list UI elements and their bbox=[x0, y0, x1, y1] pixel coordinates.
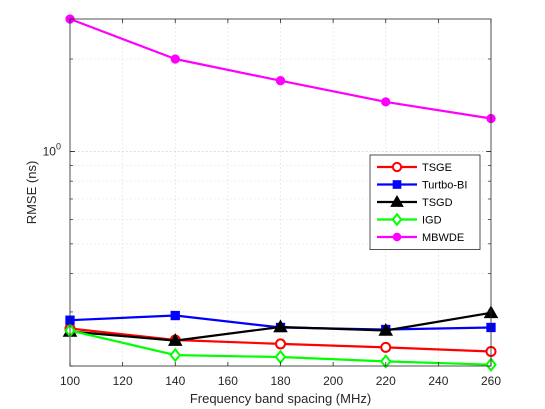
x-tick-label: 160 bbox=[218, 374, 238, 388]
x-tick-label: 240 bbox=[428, 374, 448, 388]
legend-marker bbox=[391, 161, 403, 173]
legend-marker bbox=[392, 180, 402, 189]
legend-marker bbox=[390, 194, 404, 207]
legend-item: TSGE bbox=[377, 161, 452, 174]
data-point bbox=[378, 322, 394, 336]
legend-item: IGD bbox=[377, 212, 442, 227]
x-tick-label: 260 bbox=[481, 374, 501, 388]
data-point bbox=[273, 319, 288, 333]
y-tick-label: 100 bbox=[43, 141, 61, 158]
y-tick-label-exponent: 0 bbox=[56, 141, 61, 151]
legend-label: MBWDE bbox=[422, 232, 464, 244]
legend-label: IGD bbox=[422, 215, 442, 227]
legend-label: TSGE bbox=[422, 162, 452, 174]
data-point bbox=[169, 347, 182, 363]
legend-marker bbox=[392, 232, 402, 242]
legend-item: MBWDE bbox=[377, 232, 464, 244]
data-point bbox=[170, 54, 180, 64]
data-point bbox=[380, 341, 392, 353]
legend-marker bbox=[391, 212, 403, 227]
x-tick-label: 200 bbox=[323, 374, 343, 388]
legend-item: TSGD bbox=[377, 194, 453, 209]
legend-label: TSGD bbox=[422, 197, 453, 209]
series-mbwde bbox=[65, 14, 496, 124]
x-tick-label: 100 bbox=[60, 374, 80, 388]
x-tick-labels: 100 120 140 160 180 200 220 240 260 bbox=[60, 374, 501, 388]
legend-item: Turtbo-BI bbox=[377, 180, 467, 192]
x-axis-label: Frequency band spacing (MHz) bbox=[190, 391, 371, 406]
legend: TSGE Turtbo-BI TSGD IGD MBWDE bbox=[369, 154, 481, 250]
y-tick-labels: 100 bbox=[43, 141, 61, 158]
data-point bbox=[170, 310, 180, 321]
x-tick-label: 220 bbox=[376, 374, 396, 388]
data-point bbox=[167, 333, 183, 346]
x-tick-label: 180 bbox=[270, 374, 290, 388]
axes bbox=[69, 18, 492, 367]
y-axis-label: RMSE (ns) bbox=[24, 161, 39, 225]
y-tick-label-base: 10 bbox=[43, 144, 57, 158]
data-point bbox=[275, 338, 286, 350]
x-tick-label: 120 bbox=[113, 374, 133, 388]
data-point bbox=[381, 97, 391, 107]
data-point bbox=[379, 354, 392, 369]
legend-label: Turtbo-BI bbox=[422, 180, 467, 192]
data-point bbox=[275, 76, 286, 86]
x-tick-label: 140 bbox=[165, 374, 185, 388]
